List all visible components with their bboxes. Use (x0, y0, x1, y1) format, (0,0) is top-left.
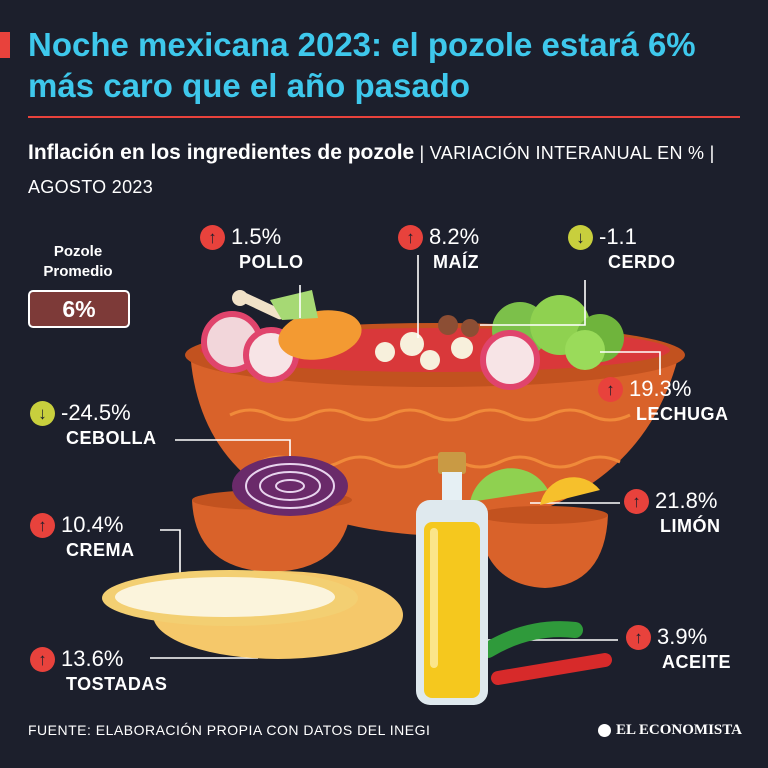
label-cerdo: ↓ -1.1 CERDO (568, 224, 676, 273)
chicken-illustration (232, 290, 362, 360)
title-accent-bar (0, 32, 10, 58)
value-maiz: 8.2% (429, 224, 480, 249)
chili-illustration (480, 621, 612, 685)
category-cebolla: CEBOLLA (66, 428, 157, 448)
value-cerdo: -1.1 (599, 224, 637, 249)
increase-arrow-icon: ↑ (30, 512, 55, 538)
brand-logo: EL ECONOMISTA (598, 722, 742, 739)
value-aceite: 3.9% (657, 624, 708, 649)
oil-bottle-illustration (416, 452, 488, 705)
category-maiz: MAÍZ (433, 252, 479, 272)
label-aceite: ↑ 3.9% ACEITE (626, 624, 731, 673)
value-lechuga: 19.3% (629, 376, 692, 401)
brand-icon (598, 724, 611, 737)
label-lechuga: ↑ 19.3% LECHUGA (598, 376, 729, 425)
page-title: Noche mexicana 2023: el pozole estará 6%… (28, 26, 696, 104)
value-crema: 10.4% (61, 512, 124, 537)
chart-subtitle: Inflación en los ingredientes de pozole … (28, 136, 728, 204)
value-tostadas: 13.6% (61, 646, 124, 671)
category-limon: LIMÓN (660, 516, 721, 536)
brand-name: EL ECONOMISTA (616, 722, 742, 738)
average-value-badge: 6% (28, 290, 130, 328)
value-pollo: 1.5% (231, 224, 282, 249)
decrease-arrow-icon: ↓ (30, 400, 55, 426)
increase-arrow-icon: ↑ (30, 646, 55, 672)
tostadas-illustration (102, 570, 403, 659)
title-divider (28, 116, 740, 118)
category-pollo: POLLO (239, 252, 304, 272)
lime-bowl-illustration (470, 468, 608, 588)
label-crema: ↑ 10.4% CREMA (30, 512, 135, 561)
category-tostadas: TOSTADAS (66, 674, 168, 694)
radish-illustration (201, 311, 540, 390)
increase-arrow-icon: ↑ (398, 224, 423, 250)
value-cebolla: -24.5% (61, 400, 131, 425)
decrease-arrow-icon: ↓ (568, 224, 593, 250)
increase-arrow-icon: ↑ (598, 376, 623, 402)
average-label: Pozole Promedio (43, 243, 113, 280)
onion-bowl-illustration (192, 456, 352, 572)
increase-arrow-icon: ↑ (624, 488, 649, 514)
label-pollo: ↑ 1.5% POLLO (200, 224, 304, 273)
value-limon: 21.8% (655, 488, 718, 513)
category-crema: CREMA (66, 540, 135, 560)
subtitle-main: Inflación en los ingredientes de pozole (28, 141, 415, 164)
category-cerdo: CERDO (608, 252, 676, 272)
increase-arrow-icon: ↑ (626, 624, 651, 650)
subtitle-detail: | VARIACIÓN INTERANUAL EN % | AGOSTO 202… (28, 143, 715, 197)
label-cebolla: ↓ -24.5% CEBOLLA (30, 400, 157, 449)
increase-arrow-icon: ↑ (200, 224, 225, 250)
label-tostadas: ↑ 13.6% TOSTADAS (30, 646, 167, 695)
category-lechuga: LECHUGA (636, 404, 729, 424)
source-note: FUENTE: ELABORACIÓN PROPIA CON DATOS DEL… (28, 722, 431, 738)
label-limon: ↑ 21.8% LIMÓN (624, 488, 721, 537)
label-maiz: ↑ 8.2% MAÍZ (398, 224, 479, 273)
category-aceite: ACEITE (662, 652, 732, 672)
